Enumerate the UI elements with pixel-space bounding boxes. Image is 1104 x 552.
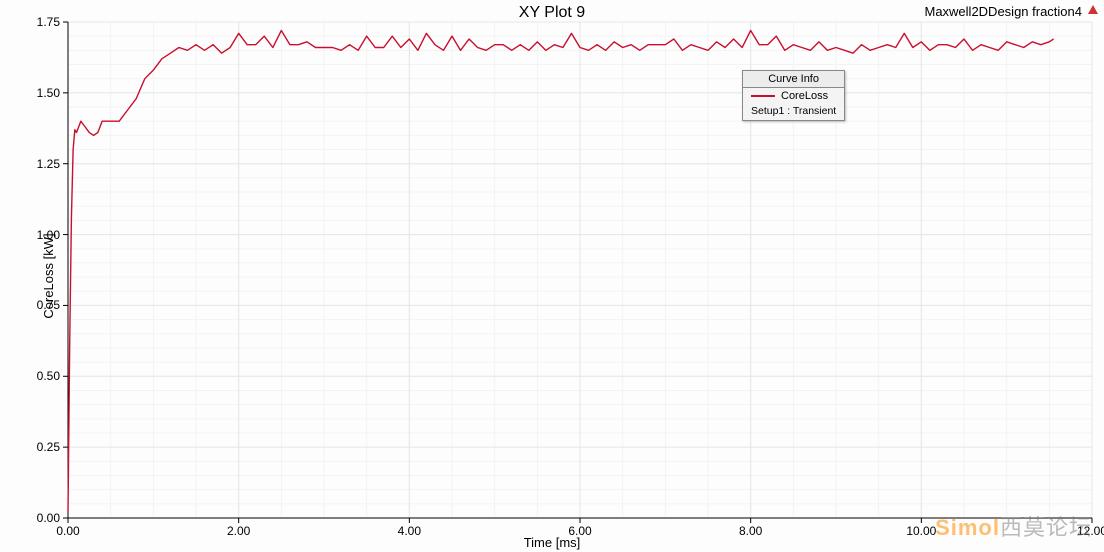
- x-tick-label: 6.00: [568, 524, 591, 538]
- x-tick-label: 4.00: [398, 524, 421, 538]
- legend-setup: Setup1 : Transient: [743, 104, 844, 120]
- chart-container: XY Plot 9 Maxwell2DDesign fraction4 Core…: [0, 0, 1104, 552]
- y-tick-label: 0.50: [37, 369, 60, 383]
- watermark: Simol西莫论坛: [935, 510, 1092, 542]
- legend-item: CoreLoss: [743, 88, 844, 104]
- legend-box[interactable]: Curve Info CoreLoss Setup1 : Transient: [742, 70, 845, 121]
- y-tick-label: 0.00: [37, 511, 60, 525]
- x-tick-label: 10.00: [906, 524, 936, 538]
- legend-swatch: [751, 95, 775, 97]
- x-tick-label: 0.00: [56, 524, 79, 538]
- y-tick-label: 1.50: [37, 86, 60, 100]
- y-tick-label: 1.25: [37, 157, 60, 171]
- legend-header: Curve Info: [743, 71, 844, 88]
- y-tick-label: 0.75: [37, 298, 60, 312]
- x-tick-label: 8.00: [739, 524, 762, 538]
- plot-svg: [0, 0, 1104, 552]
- watermark-brand: Simol: [935, 515, 1000, 540]
- y-tick-label: 1.75: [37, 15, 60, 29]
- watermark-suffix: 西莫论坛: [1000, 515, 1092, 540]
- x-tick-label: 2.00: [227, 524, 250, 538]
- legend-series-name: CoreLoss: [781, 90, 828, 102]
- y-tick-label: 1.00: [37, 228, 60, 242]
- y-tick-label: 0.25: [37, 440, 60, 454]
